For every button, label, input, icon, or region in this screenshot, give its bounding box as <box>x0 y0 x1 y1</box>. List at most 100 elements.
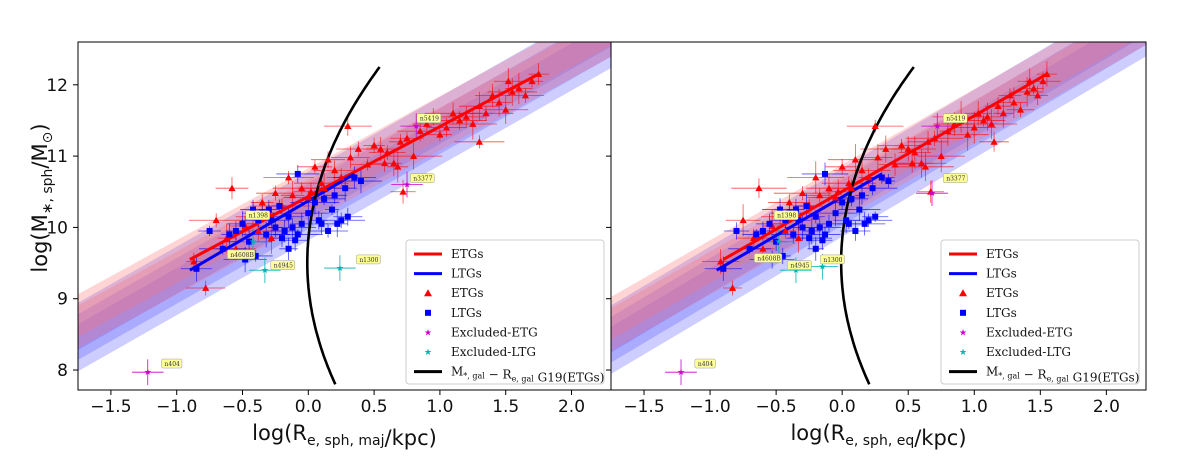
plot-area: ★ ★ ★ ★ ★ ★ n404 n5419 n3377 n1300 n4945 n4608B n139… <box>78 42 611 386</box>
x-tick-label: −0.5 <box>222 397 263 417</box>
annotation-text: n4608B <box>230 252 254 259</box>
annotation-box <box>942 113 968 123</box>
etg-point <box>354 145 362 152</box>
etg-point <box>502 106 510 113</box>
annotation-box <box>754 253 783 263</box>
ltg-scatter-band-2 <box>78 42 611 350</box>
etg-point <box>284 173 293 181</box>
ltg-point <box>852 227 859 234</box>
x-tick-label: 0.0 <box>829 397 856 417</box>
annotation-label: n1300 <box>356 254 381 265</box>
etg-point <box>983 113 992 120</box>
etg-point <box>515 84 523 92</box>
x-tick-label: −1.0 <box>689 397 730 417</box>
etg-point <box>535 70 543 77</box>
annotation-label: n4945 <box>270 260 296 270</box>
ltg-point <box>822 231 828 238</box>
annotation-text: n4608B <box>757 256 781 263</box>
annotation-box <box>787 260 812 270</box>
legend-ltg-marker-swatch <box>960 309 966 316</box>
etg-point <box>858 166 866 174</box>
legend-excluded-etg-swatch: ★ <box>424 327 432 337</box>
etg-point <box>462 113 470 120</box>
ltg-point <box>872 213 879 220</box>
ltg-point <box>246 238 253 245</box>
ltg-point <box>878 174 885 181</box>
etg-point <box>964 131 972 138</box>
etg-point <box>990 138 998 145</box>
etg-point <box>521 91 530 99</box>
etg-point <box>1030 84 1038 92</box>
annotation-label: n5419 <box>416 113 442 123</box>
annotation-label: n3377 <box>410 173 435 183</box>
annotation-label: n4945 <box>787 260 812 270</box>
etg-point <box>370 141 378 149</box>
ltg-point <box>278 235 285 242</box>
annotation-text: n5419 <box>420 116 439 123</box>
etg-point <box>944 127 952 135</box>
etg-point <box>344 122 352 130</box>
legend-label: ETGs <box>986 286 1019 300</box>
etg-point <box>377 145 385 152</box>
ltg-point <box>268 217 275 224</box>
legend: ETGs LTGs ETGs LTGs ★ Excluded-ETG ★ Excluded-L… <box>940 239 1140 385</box>
ltg-point <box>255 217 262 224</box>
y-tick-label: 11 <box>46 147 68 167</box>
legend-label: LTGs <box>451 306 482 320</box>
ltg-point <box>845 220 852 227</box>
etg-point <box>917 159 926 167</box>
etg-point <box>346 153 355 161</box>
etg-point <box>488 91 497 99</box>
etg-point <box>847 184 856 192</box>
excluded-etg-point: ★ <box>412 121 420 131</box>
etg-point <box>288 191 297 199</box>
ltg-point <box>342 185 349 192</box>
etg-point <box>864 173 873 181</box>
x-tick-label: −1.5 <box>623 397 664 417</box>
legend-label: M*, gal − Re, gal G19(ETGs) <box>986 365 1139 385</box>
etg-point <box>798 189 807 197</box>
etg-point <box>781 227 789 234</box>
annotation-label: n3377 <box>942 173 968 183</box>
ltg-point <box>759 227 766 234</box>
etg-point <box>717 258 725 265</box>
annotation-box <box>270 260 296 270</box>
etg-point <box>423 120 431 127</box>
legend-label: ETGs <box>986 247 1019 261</box>
etg-point <box>871 122 879 130</box>
x-tick-label: 1.5 <box>492 397 519 417</box>
x-tick-label: 1.5 <box>1027 397 1054 417</box>
etg-point <box>212 216 220 224</box>
annotation-text: n1398 <box>249 213 268 220</box>
ltg-point <box>885 178 892 185</box>
annotation-text: n404 <box>698 361 713 368</box>
legend-etg-marker-swatch <box>424 289 432 297</box>
etg-point <box>399 188 407 195</box>
etg-point <box>1010 99 1018 106</box>
etg-point <box>834 188 842 195</box>
ltg-point <box>790 231 797 238</box>
x-axis-label: log(Re, sph, maj/kpc) <box>252 421 437 450</box>
x-tick-label: −1.0 <box>156 397 197 417</box>
legend-ltg-marker-swatch <box>425 309 431 316</box>
legend-label: ETGs <box>451 247 484 261</box>
etg-point <box>396 138 405 145</box>
ltg-point <box>803 203 810 210</box>
ltg-point <box>250 206 257 213</box>
annotation-box <box>820 254 845 265</box>
ltg-point <box>285 245 292 252</box>
etg-point <box>937 152 945 159</box>
etg-point <box>416 127 424 135</box>
etg-point <box>921 163 929 170</box>
etg-point <box>311 163 319 170</box>
etg-point <box>882 145 890 152</box>
ltg-scatter-band-2 <box>611 42 1134 353</box>
etg-point <box>838 163 846 170</box>
etg-point <box>974 109 982 117</box>
annotation-box <box>942 173 968 183</box>
etg-point <box>254 227 262 234</box>
ltg-point <box>318 220 325 227</box>
etg-scatter-band-0 <box>611 42 1146 352</box>
ltg-point <box>272 224 279 231</box>
